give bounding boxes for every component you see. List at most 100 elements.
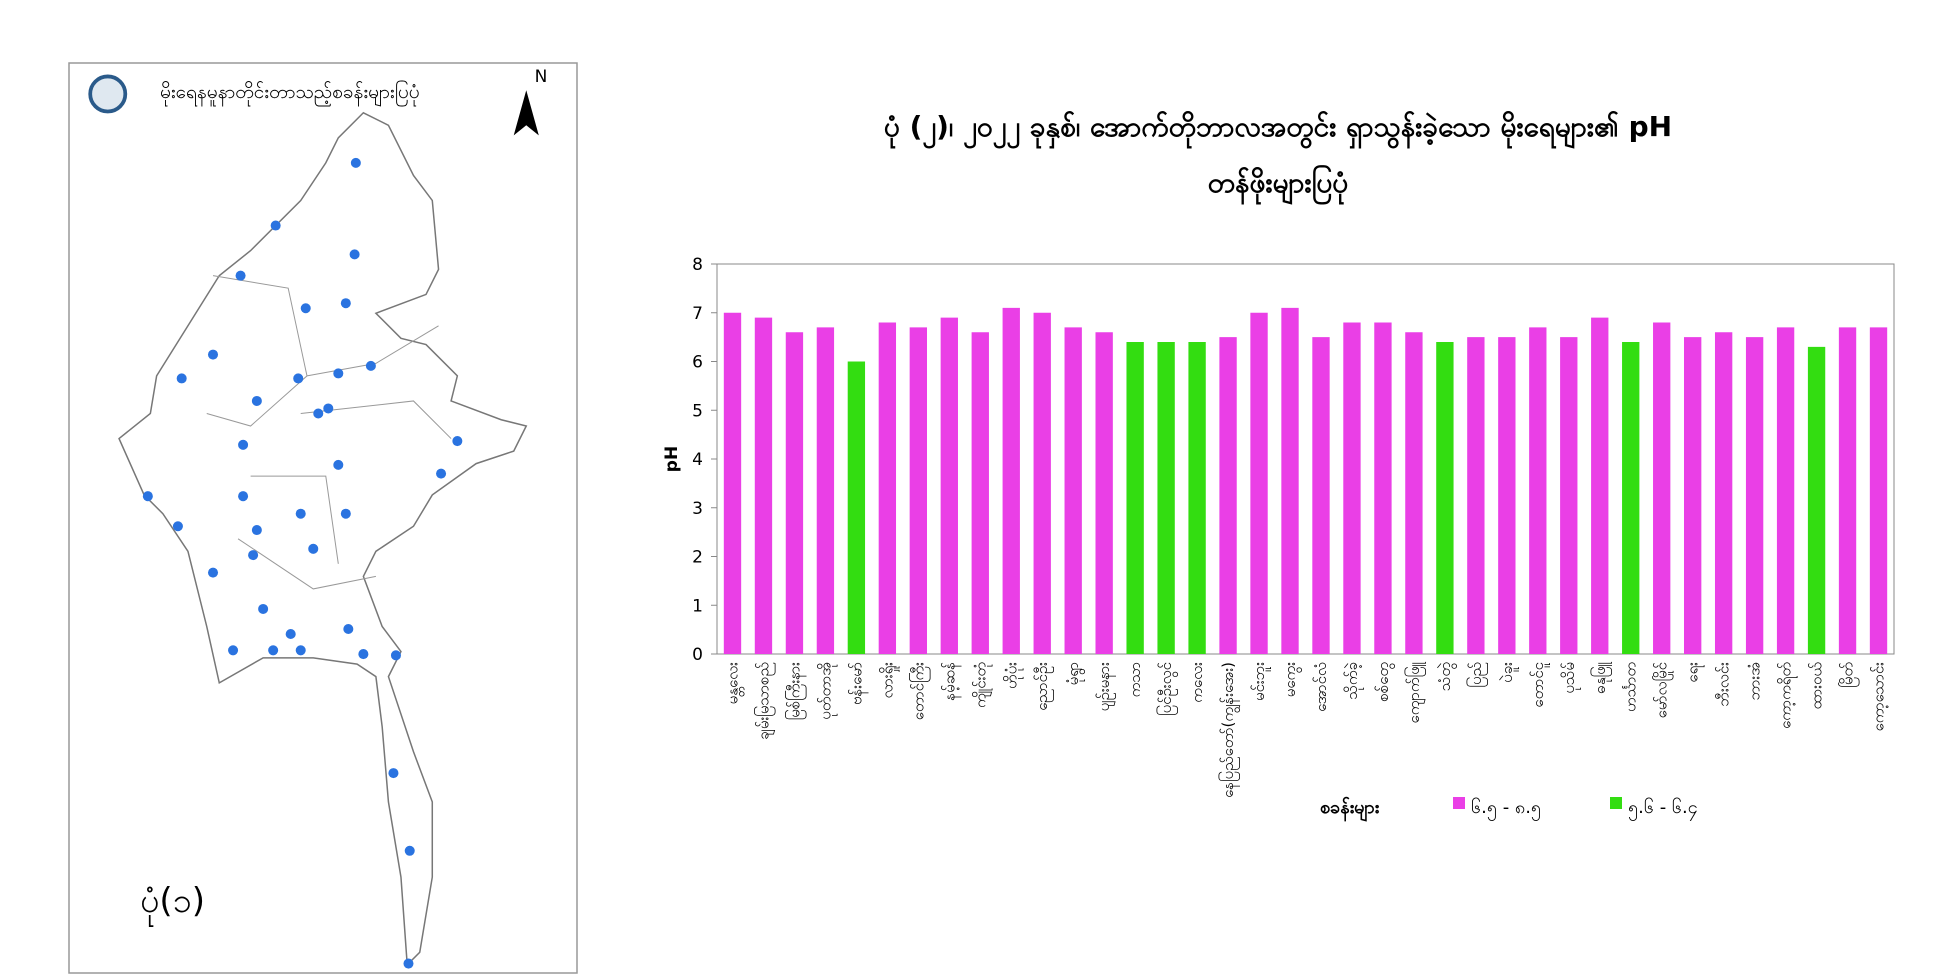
x-tick-label: မကွေး xyxy=(1281,662,1302,697)
x-tick-label: ကလေး xyxy=(1188,662,1206,703)
map xyxy=(88,74,539,969)
x-tick-label: မုံရွာ xyxy=(1064,662,1085,685)
x-tick-label: ပြင်ဦးလွင် xyxy=(1156,662,1178,716)
bar xyxy=(1869,327,1888,654)
bar xyxy=(847,361,866,654)
bar xyxy=(1374,322,1392,654)
x-tick-label: ဓနုဖြူ xyxy=(1590,661,1612,693)
bar xyxy=(1405,332,1423,654)
x-tick-label: ဘားအံ xyxy=(1746,662,1764,700)
y-tick-label: 7 xyxy=(692,304,703,324)
x-tick-label: ကျိုင်းတုံ xyxy=(971,662,992,708)
logo xyxy=(88,74,128,114)
bar xyxy=(1033,312,1051,654)
y-tick-label: 3 xyxy=(692,499,703,519)
x-tick-label: ရေး xyxy=(1684,662,1705,683)
x-tick-label: ပြည် xyxy=(1466,662,1488,688)
bar xyxy=(1002,307,1020,654)
x-tick-label: ကျောက်ဖြူ xyxy=(1404,661,1426,723)
x-tick-label: တောင်ကြီး xyxy=(908,662,930,720)
x-tick-label: ကသာ xyxy=(1126,662,1144,697)
bar xyxy=(971,332,989,654)
x-tick-label: ပုတ်တာအို xyxy=(816,662,837,720)
x-tick-label: ချမ်းမြသာစည် xyxy=(753,662,775,740)
y-tick-label: 8 xyxy=(692,255,703,275)
bar xyxy=(1683,337,1702,654)
bar xyxy=(1498,337,1516,654)
y-axis-label: pH xyxy=(662,446,682,472)
bar xyxy=(1714,332,1733,654)
x-tick-label: နေပြည်တော်(ကျွန်းအေး) xyxy=(1218,662,1241,798)
north-arrow xyxy=(513,90,539,136)
bar xyxy=(1343,322,1361,654)
x-tick-label: မော်လမြိုင် xyxy=(1652,662,1674,718)
bar xyxy=(816,327,835,654)
bar xyxy=(1157,342,1175,654)
x-tick-label: စစ်တွေ xyxy=(1374,662,1395,702)
x-tick-label: မန္တလေး xyxy=(723,662,744,705)
bar xyxy=(1776,327,1795,654)
legend-title: စခန်းများ xyxy=(1320,796,1380,822)
bar xyxy=(878,322,897,654)
x-tick-label: ဟင်္သာတ xyxy=(1622,662,1640,712)
x-tick-label: မင်းဘူး xyxy=(1250,662,1271,701)
bar xyxy=(1745,337,1764,654)
x-tick-label: ကော့ကရိတ် xyxy=(1777,662,1798,729)
bar xyxy=(1529,327,1547,654)
country-outline xyxy=(118,111,528,967)
x-tick-label: ထားဝယ် xyxy=(1808,662,1826,709)
x-tick-label: အောင်လံ xyxy=(1312,662,1330,712)
y-tick-label: 5 xyxy=(692,401,703,421)
x-tick-label: ပျဉ်းမနား xyxy=(1095,662,1116,712)
bar xyxy=(1188,342,1206,654)
x-tick-label: သံတွဲ xyxy=(1436,662,1457,691)
legend-swatch xyxy=(1610,797,1622,809)
bar xyxy=(1591,317,1609,654)
map-frame xyxy=(68,62,578,974)
x-tick-label: ညောင်ဦး xyxy=(1033,662,1054,711)
x-tick-label: နမ့်ဆန် xyxy=(940,662,961,701)
stations xyxy=(142,157,463,969)
x-tick-label: သိုက်ခဲ့ xyxy=(1343,662,1364,700)
y-tick-label: 6 xyxy=(692,353,703,373)
y-tick-label: 4 xyxy=(692,450,703,470)
bar xyxy=(1622,342,1640,654)
bar xyxy=(1312,337,1330,654)
bar xyxy=(1653,322,1671,654)
bar xyxy=(940,317,958,654)
legend-label: ၅.၆ - ၆.၄ xyxy=(1628,797,1698,821)
north-label: N xyxy=(535,67,548,87)
legend-label: ၆.၅ - ၈.၅ xyxy=(1471,797,1541,821)
x-tick-label: လားရှိုး xyxy=(878,662,899,699)
bar xyxy=(1219,337,1237,654)
bar xyxy=(1281,307,1299,654)
x-tick-label: ဗန်းမော် xyxy=(847,662,868,705)
region-borders xyxy=(206,275,452,590)
x-tick-label: တောင်ငူ xyxy=(1529,662,1550,708)
bar xyxy=(1095,332,1113,654)
bar xyxy=(1064,327,1082,654)
x-tick-label: ဟိုပုံး xyxy=(1002,662,1023,689)
map-title: မိုးရေနမူနာတိုင်းတာသည့်စခန်းများပြပုံ xyxy=(160,79,420,107)
chart-title: တန်ဖိုးများပြပုံ xyxy=(1208,164,1349,206)
bar xyxy=(1807,346,1826,654)
x-tick-label: ဘီးလင်း xyxy=(1715,662,1733,707)
bar xyxy=(723,312,742,654)
bar xyxy=(1467,337,1485,654)
chart-title: ပုံ (၂)၊ ၂၀၂၂ ခုနှစ်၊ အောက်တိုဘာလအတွင်း … xyxy=(884,109,1672,150)
x-tick-label: မြိတ် xyxy=(1839,662,1860,688)
bar xyxy=(1436,342,1454,654)
y-tick-label: 2 xyxy=(692,548,703,568)
x-tick-label: မြစ်ကြီးနား xyxy=(784,662,806,720)
bar xyxy=(754,317,773,654)
map-caption: ပုံ(၁) xyxy=(140,881,205,927)
x-tick-label: ပဲခူး xyxy=(1498,662,1519,683)
bar xyxy=(1838,327,1857,654)
y-tick-label: 1 xyxy=(692,596,703,616)
bar xyxy=(909,327,928,654)
legend-swatch xyxy=(1453,797,1465,809)
bar xyxy=(1250,312,1268,654)
bar xyxy=(1126,342,1144,654)
